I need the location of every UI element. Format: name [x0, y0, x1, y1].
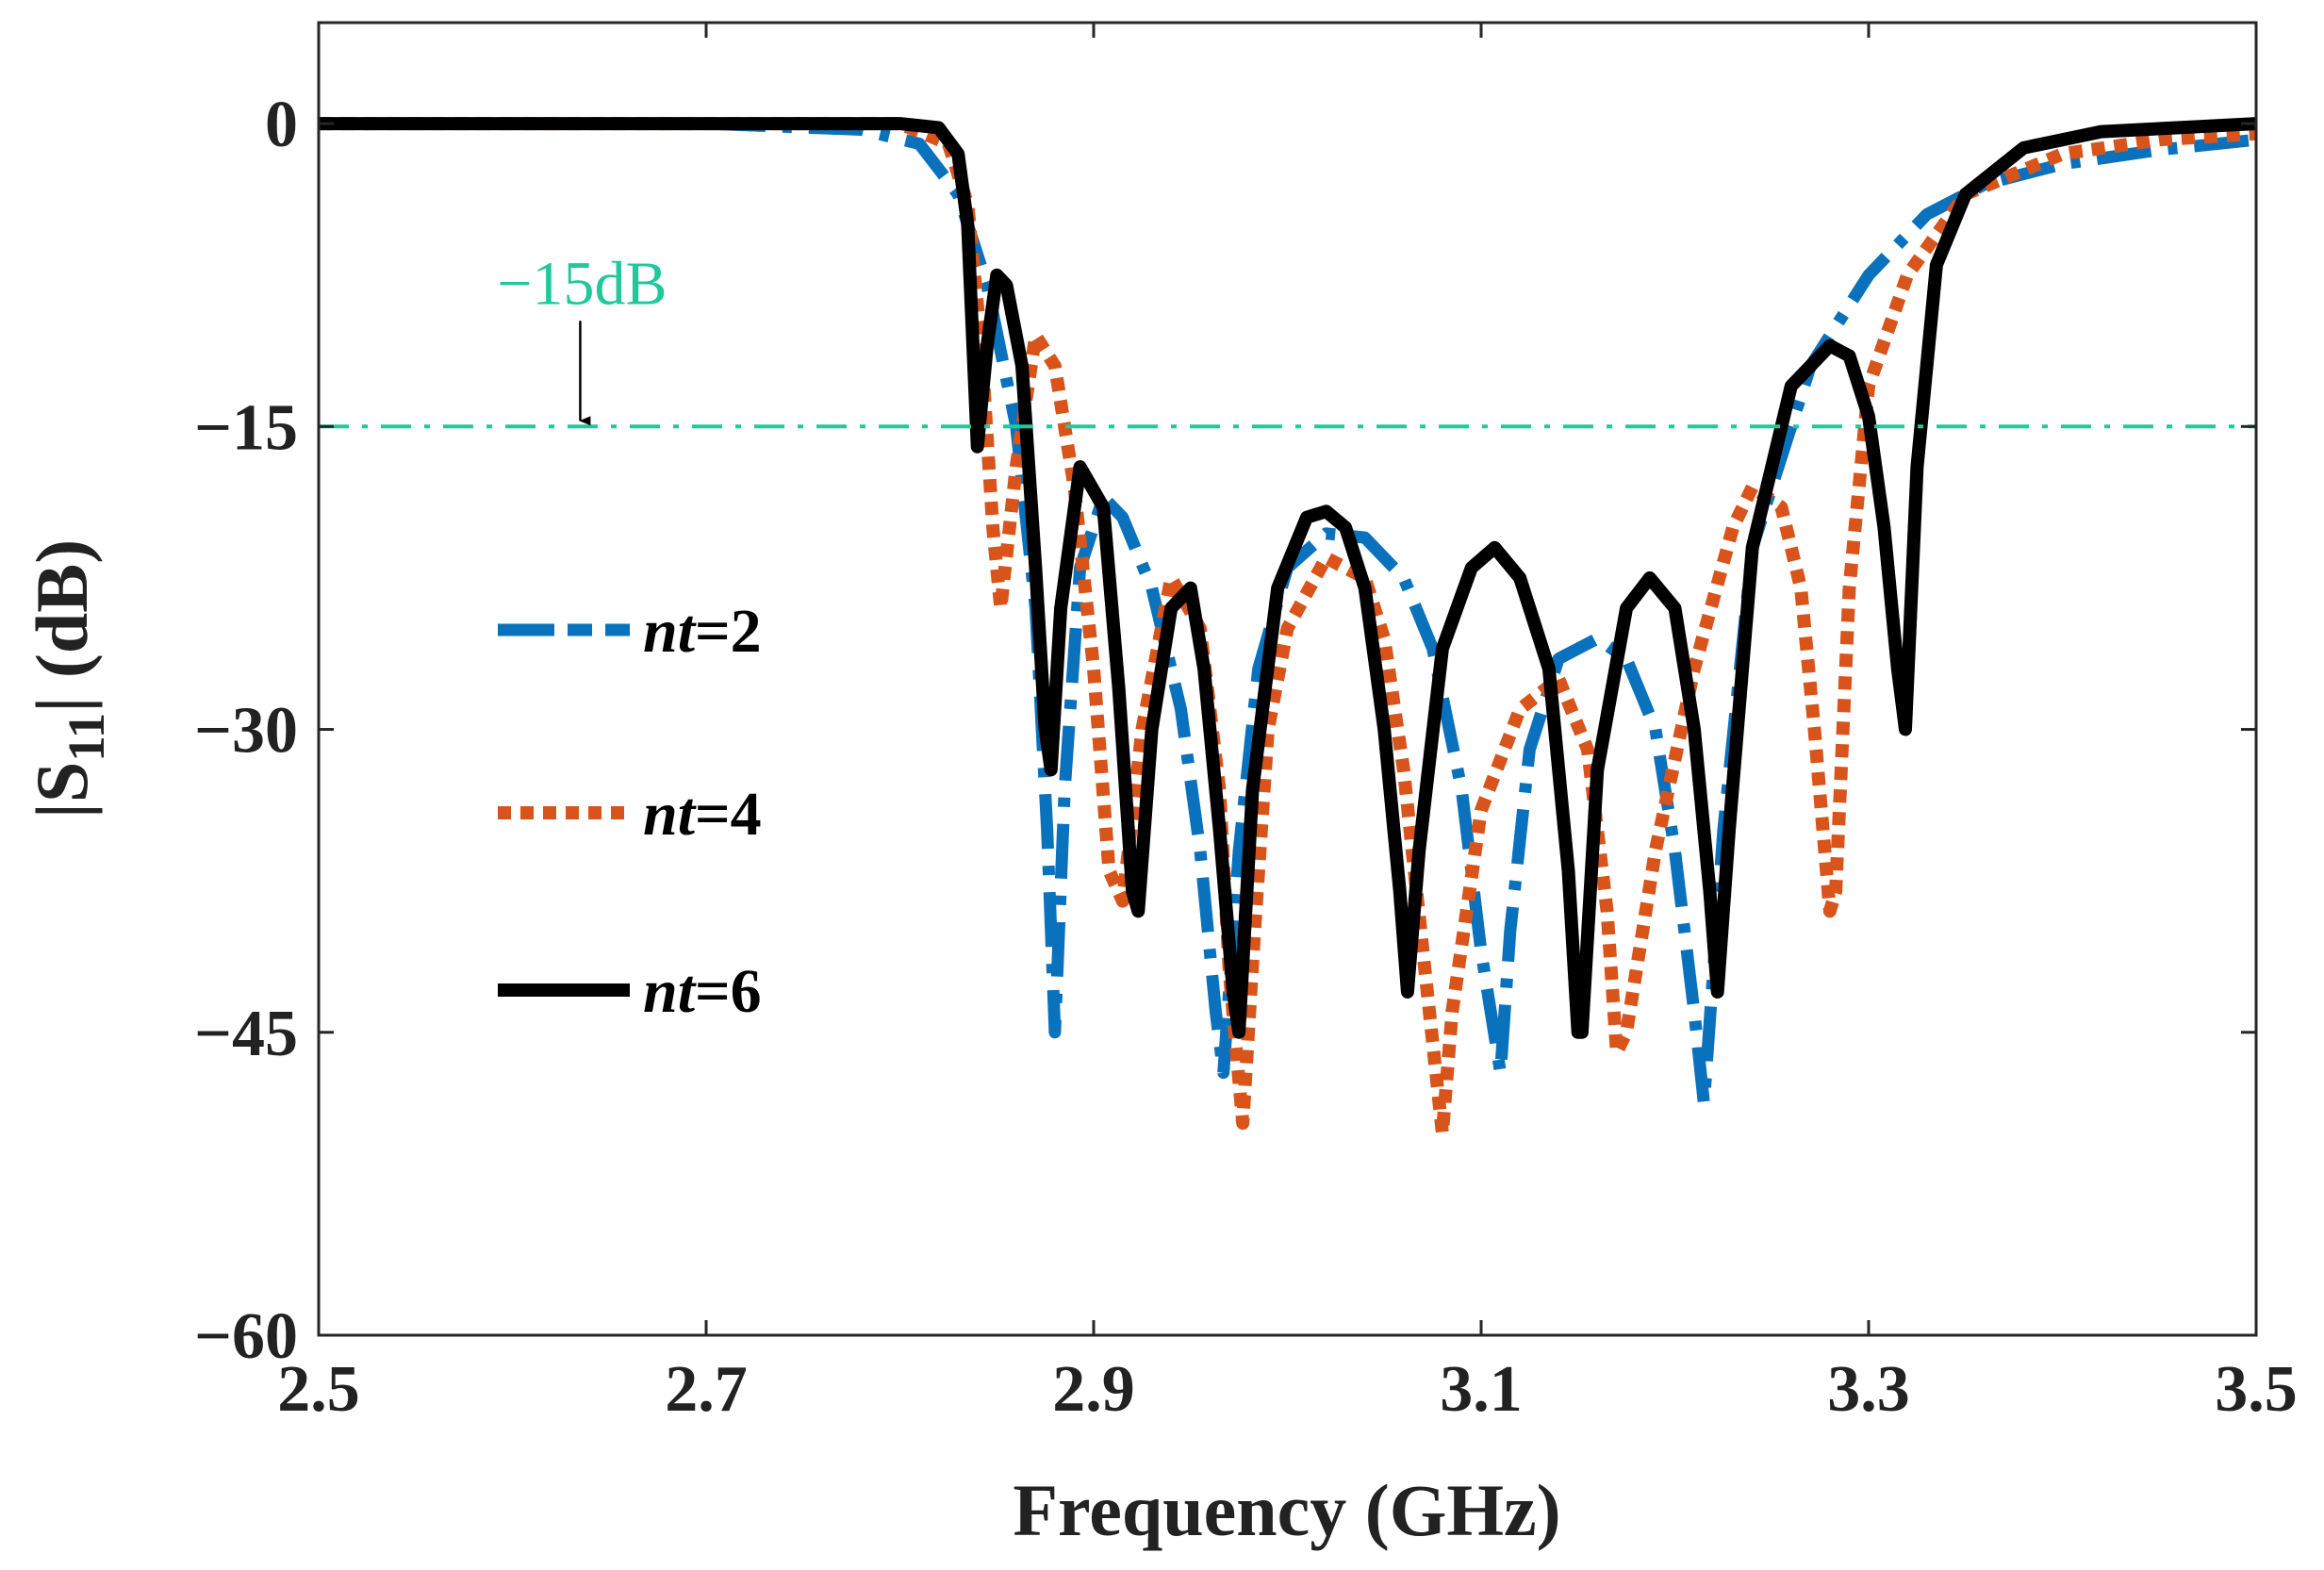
x-tick-label: 3.5 [2215, 1353, 2298, 1426]
y-axis-title-tail: | (dB) [21, 539, 103, 713]
x-axis-title: Frequency (GHz) [1013, 1469, 1560, 1551]
x-tick-label: 2.5 [277, 1353, 360, 1426]
series-line-nt6 [319, 117, 2256, 1039]
y-axis-title-subscript: 11 [58, 713, 115, 762]
y-axis-title: |S11| (dB) [21, 539, 115, 819]
x-tick-label: 2.7 [665, 1353, 748, 1426]
y-tick-label: −15 [194, 391, 298, 464]
legend-label-nt2: nt=2 [643, 597, 762, 666]
axis-ticks: 2.5 2.7 2.9 3.1 3.3 3.5 0 −15 −30 −45 −60 [194, 23, 2298, 1426]
y-tick-label: −45 [194, 998, 298, 1070]
x-tick-label: 3.3 [1827, 1353, 1910, 1426]
y-tick-label: 0 [265, 89, 298, 161]
annotation: −15dB [497, 249, 668, 426]
y-axis-title-main: |S [21, 762, 103, 819]
y-tick-label: −60 [194, 1300, 298, 1373]
legend: nt=2 nt=4 nt=6 [498, 597, 762, 1026]
series-line-nt4 [319, 117, 2256, 1140]
y-tick-label: −30 [194, 695, 298, 768]
plot-area-frame [317, 21, 2258, 1337]
legend-label-nt4: nt=4 [643, 780, 762, 849]
legend-label-nt6: nt=6 [643, 957, 762, 1026]
x-tick-label: 2.9 [1052, 1353, 1135, 1426]
series-layer [319, 117, 2256, 1140]
x-tick-label: 3.1 [1440, 1353, 1523, 1426]
annotation-label: −15dB [497, 249, 667, 318]
